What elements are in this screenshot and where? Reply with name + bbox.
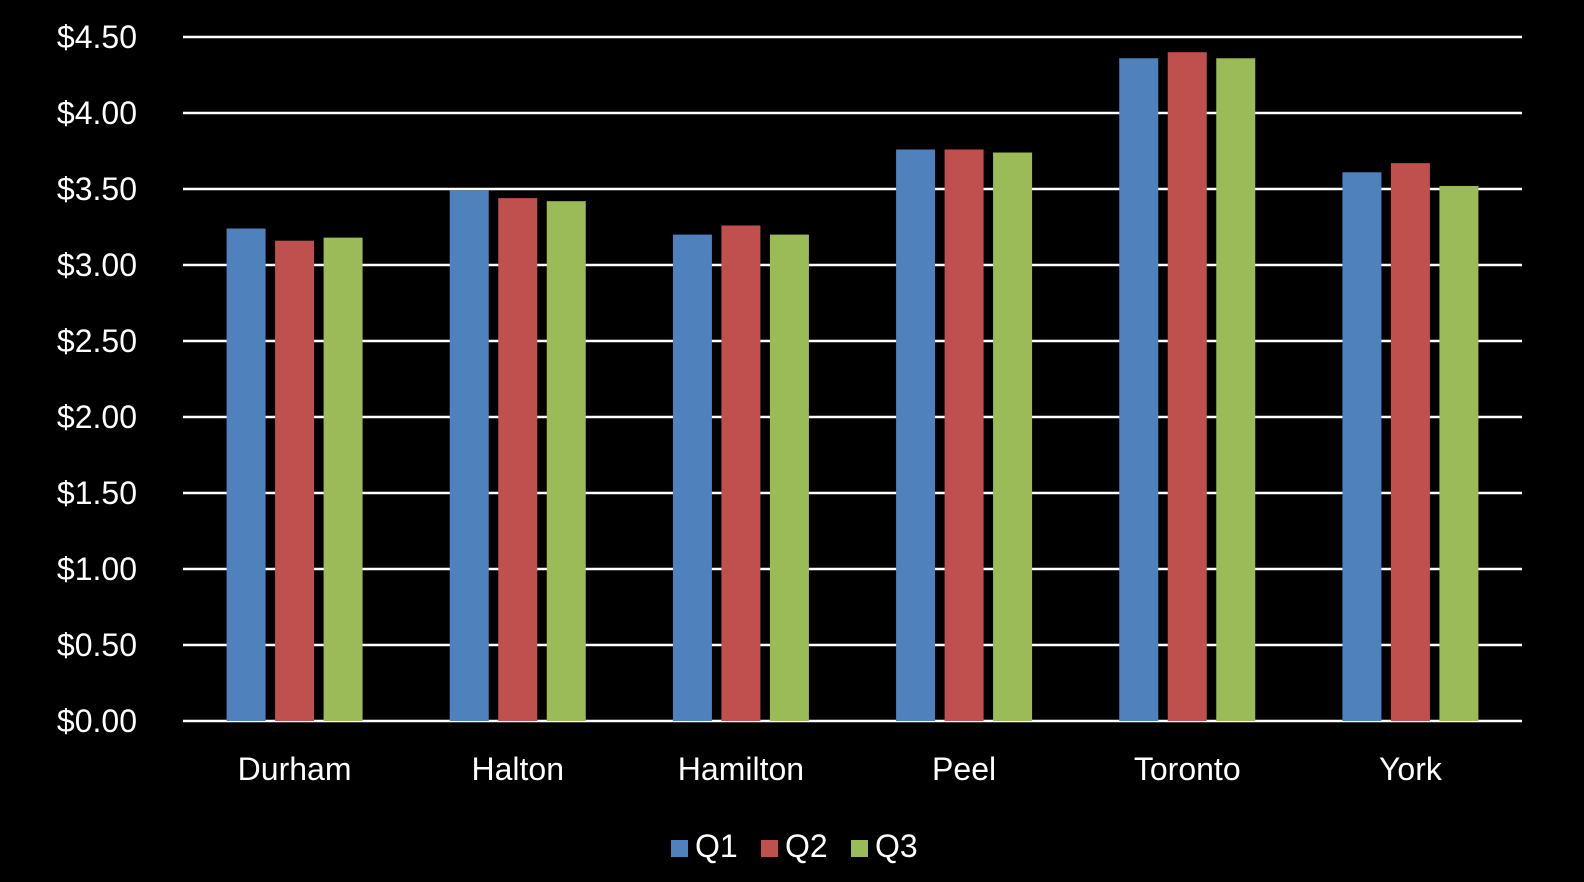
bar-york-q2 (1390, 163, 1430, 721)
bar-toronto-q2 (1167, 52, 1207, 721)
legend-label-q1: Q1 (695, 828, 738, 864)
category-label-halton: Halton (472, 751, 565, 787)
category-label-toronto: Toronto (1134, 751, 1241, 787)
bar-hamilton-q1 (672, 234, 712, 721)
category-label-hamilton: Hamilton (678, 751, 804, 787)
legend-swatch-q1 (671, 840, 688, 857)
bar-durham-q3 (323, 237, 363, 721)
y-tick-label: $0.50 (57, 627, 137, 663)
bar-durham-q1 (226, 228, 266, 721)
y-tick-label: $3.00 (57, 247, 137, 283)
bar-peel-q3 (993, 152, 1033, 721)
category-label-york: York (1379, 751, 1443, 787)
bar-peel-q2 (944, 149, 984, 722)
bars (226, 52, 1479, 722)
y-tick-label: $3.50 (57, 171, 137, 207)
bar-durham-q2 (275, 240, 315, 721)
legend-swatch-q2 (761, 840, 778, 857)
y-tick-label: $0.00 (57, 703, 137, 739)
y-tick-label: $1.00 (57, 551, 137, 587)
bar-hamilton-q3 (769, 234, 809, 721)
bar-halton-q1 (449, 190, 489, 721)
y-axis-tick-labels: $0.00 $0.50 $1.00 $1.50 $2.00 $2.50 $3.00 $3.50… (57, 19, 137, 739)
legend: Q1 Q2 Q3 (671, 828, 918, 864)
bar-york-q1 (1342, 172, 1382, 721)
legend-label-q2: Q2 (785, 828, 828, 864)
bar-toronto-q1 (1119, 58, 1159, 721)
gridlines (183, 35, 1522, 723)
bar-halton-q3 (546, 201, 586, 721)
bar-toronto-q3 (1216, 58, 1256, 721)
y-tick-label: $2.50 (57, 323, 137, 359)
y-tick-label: $4.00 (57, 95, 137, 131)
x-axis-category-labels: Durham Halton Hamilton Peel Toronto York (238, 751, 1443, 787)
category-label-durham: Durham (238, 751, 352, 787)
bar-peel-q1 (896, 149, 936, 722)
category-label-peel: Peel (932, 751, 996, 787)
bar-york-q3 (1439, 185, 1479, 721)
y-tick-label: $1.50 (57, 475, 137, 511)
legend-swatch-q3 (851, 840, 868, 857)
y-tick-label: $2.00 (57, 399, 137, 435)
y-tick-label: $4.50 (57, 19, 137, 55)
bar-halton-q2 (498, 198, 538, 721)
legend-label-q3: Q3 (875, 828, 918, 864)
bar-hamilton-q2 (721, 225, 761, 722)
